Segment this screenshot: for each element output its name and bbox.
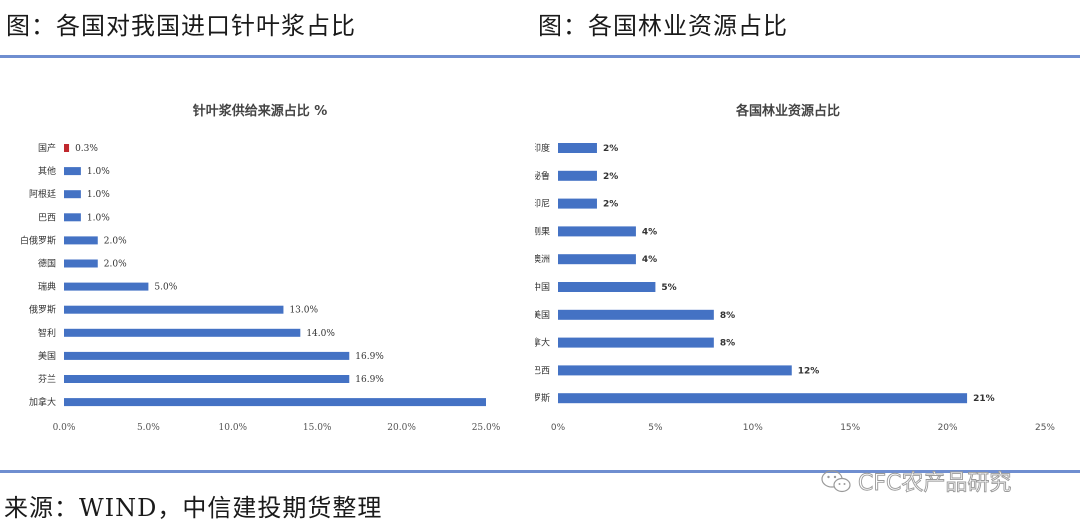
category-label: 美国 xyxy=(535,309,550,321)
bottom-divider xyxy=(0,470,1080,473)
bar xyxy=(558,309,714,320)
category-label: 芬兰 xyxy=(38,373,56,385)
category-label: 白俄罗斯 xyxy=(20,234,56,246)
category-label: 中国 xyxy=(535,281,550,293)
value-label: 4% xyxy=(642,255,657,265)
bar xyxy=(64,351,350,360)
bar xyxy=(558,170,597,181)
value-label: 8% xyxy=(720,339,735,349)
x-tick-label: 15% xyxy=(840,423,860,433)
bar xyxy=(64,190,81,199)
left-chart-title: 针叶浆供给来源占比 % xyxy=(192,103,328,119)
bar xyxy=(558,365,792,376)
bar xyxy=(558,226,636,237)
value-label: 1.0% xyxy=(87,167,110,177)
category-label: 国产 xyxy=(38,142,56,154)
category-label: 印尼 xyxy=(535,198,550,210)
category-label: 秘鲁 xyxy=(535,170,550,182)
x-tick-label: 25% xyxy=(1035,423,1055,433)
x-tick-label: 10% xyxy=(743,423,763,433)
source-note: 来源：WIND，中信建投期货整理 xyxy=(4,494,383,522)
bar xyxy=(558,143,597,153)
top-divider xyxy=(0,55,1080,58)
bar xyxy=(558,254,636,265)
watermark: CFC农产品研究 xyxy=(821,470,1012,496)
wechat-icon xyxy=(821,470,851,493)
x-tick-label: 5% xyxy=(648,423,663,433)
category-label: 加拿大 xyxy=(29,396,56,408)
right-figure-title: 图：各国林业资源占比 xyxy=(538,12,788,40)
category-label: 巴西 xyxy=(535,365,550,376)
value-label: 16.9% xyxy=(355,375,384,385)
bar xyxy=(64,398,486,407)
value-label: 2% xyxy=(603,172,618,182)
x-tick-label: 0.0% xyxy=(53,423,76,433)
category-label: 刚果 xyxy=(535,226,550,237)
category-label: 阿根廷 xyxy=(29,188,56,200)
value-label: 16.9% xyxy=(355,352,384,362)
value-label: 1.0% xyxy=(87,213,110,223)
bar xyxy=(558,393,968,404)
right-chart-title: 各国林业资源占比 xyxy=(735,103,840,119)
bar xyxy=(64,213,81,222)
bar xyxy=(64,259,98,268)
value-label: 5.0% xyxy=(154,283,177,293)
category-label: 俄罗斯 xyxy=(29,304,56,316)
category-label: 智利 xyxy=(38,327,56,339)
bar xyxy=(558,337,714,348)
value-label: 0.3% xyxy=(75,144,98,154)
watermark-text: CFC农产品研究 xyxy=(858,471,1011,496)
bar xyxy=(64,282,149,291)
x-tick-label: 10.0% xyxy=(219,423,248,433)
value-label: 4% xyxy=(642,227,657,237)
x-tick-label: 20.0% xyxy=(387,423,416,433)
bar xyxy=(64,236,98,245)
category-label: 加拿大 xyxy=(535,337,550,349)
value-label: 13.0% xyxy=(289,306,318,316)
x-tick-label: 0% xyxy=(551,423,566,433)
category-label: 印度 xyxy=(535,142,550,154)
x-tick-label: 5.0% xyxy=(137,423,160,433)
bar xyxy=(64,328,301,337)
bar xyxy=(64,375,350,383)
value-label: 2.0% xyxy=(104,236,127,246)
value-label: 2% xyxy=(603,144,618,154)
category-label: 德国 xyxy=(38,258,56,270)
right-bar-chart: 各国林业资源占比 印度秘鲁印尼刚果澳洲中国美国加拿大巴西俄罗斯 2% 2% 2% 4%… xyxy=(535,103,1055,433)
left-figure-title: 图：各国对我国进口针叶浆占比 xyxy=(6,12,356,40)
bar xyxy=(64,144,70,152)
value-label: 5% xyxy=(661,283,676,293)
value-label: 21% xyxy=(973,394,995,404)
value-label: 2% xyxy=(603,200,618,210)
x-tick-label: 20% xyxy=(938,423,958,433)
bar xyxy=(64,167,81,176)
category-label: 澳洲 xyxy=(535,253,550,265)
left-bar-chart: 针叶浆供给来源占比 % 国产其他阿根廷巴西白俄罗斯德国瑞典俄罗斯智利美国芬兰加拿… xyxy=(20,103,501,433)
value-label: 14.0% xyxy=(306,329,335,339)
bar xyxy=(558,198,597,209)
category-label: 美国 xyxy=(38,350,56,362)
category-label: 巴西 xyxy=(38,212,56,223)
category-label: 其他 xyxy=(38,165,56,177)
bar xyxy=(558,282,656,292)
x-tick-label: 15.0% xyxy=(303,423,332,433)
category-label: 俄罗斯 xyxy=(535,392,550,404)
bar xyxy=(64,305,284,314)
category-label: 瑞典 xyxy=(38,281,56,293)
value-label: 2.0% xyxy=(104,260,127,270)
value-label: 12% xyxy=(798,366,820,376)
x-tick-label: 25.0% xyxy=(472,423,501,433)
value-label: 8% xyxy=(720,311,735,321)
value-label: 1.0% xyxy=(87,190,110,200)
